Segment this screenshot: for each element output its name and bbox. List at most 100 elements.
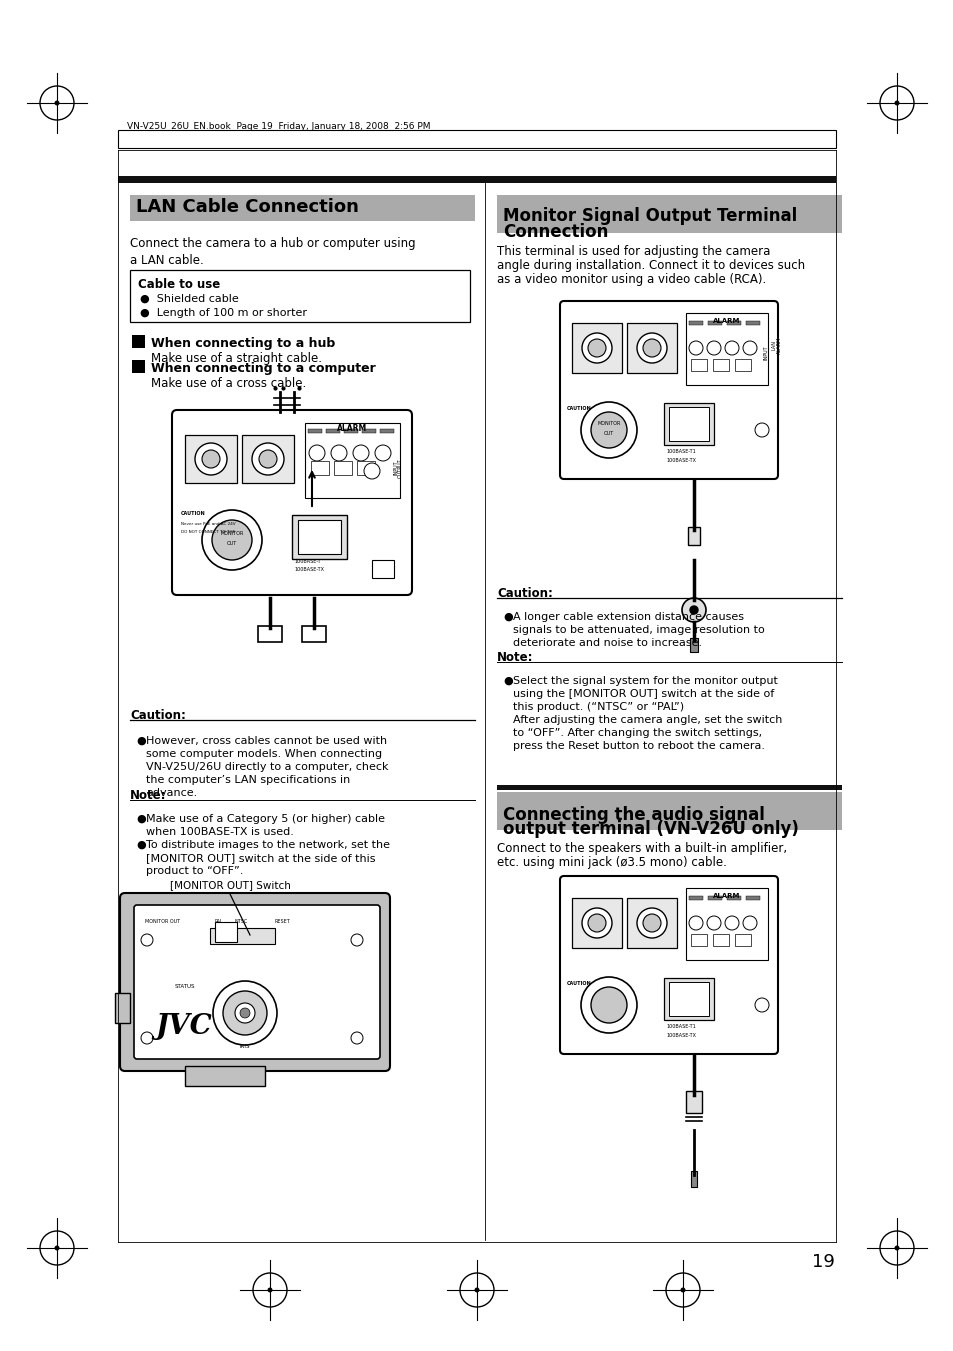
Bar xyxy=(334,461,352,476)
Bar xyxy=(572,898,621,948)
Text: product to “OFF”.: product to “OFF”. xyxy=(146,866,243,875)
Bar xyxy=(356,461,375,476)
Circle shape xyxy=(688,340,702,355)
Bar xyxy=(257,626,282,642)
Bar xyxy=(297,520,340,554)
Circle shape xyxy=(194,443,227,476)
Text: press the Reset button to reboot the camera.: press the Reset button to reboot the cam… xyxy=(513,740,764,751)
Text: Note:: Note: xyxy=(130,789,167,802)
Text: etc. using mini jack (ø3.5 mono) cable.: etc. using mini jack (ø3.5 mono) cable. xyxy=(497,857,726,869)
FancyBboxPatch shape xyxy=(172,409,412,594)
Text: Select the signal system for the monitor output: Select the signal system for the monitor… xyxy=(513,676,777,686)
Circle shape xyxy=(240,1008,250,1019)
Circle shape xyxy=(223,992,267,1035)
Bar xyxy=(130,270,470,322)
Text: ●  Shielded cable: ● Shielded cable xyxy=(140,295,238,304)
Circle shape xyxy=(754,423,768,436)
Bar xyxy=(302,626,326,642)
Text: Connecting the audio signal: Connecting the audio signal xyxy=(502,807,764,824)
Text: NTSC: NTSC xyxy=(234,919,248,924)
Bar xyxy=(689,638,698,653)
Bar xyxy=(185,435,236,484)
Text: advance.: advance. xyxy=(146,788,197,798)
Bar xyxy=(745,896,760,900)
Bar xyxy=(712,359,728,372)
Text: A longer cable extension distance causes: A longer cable extension distance causes xyxy=(513,612,743,621)
Circle shape xyxy=(202,509,262,570)
Circle shape xyxy=(590,412,626,449)
Bar xyxy=(308,430,322,434)
Text: ●: ● xyxy=(136,815,146,824)
Text: MONITOR OUT: MONITOR OUT xyxy=(145,919,180,924)
Text: ●: ● xyxy=(502,612,512,621)
Text: Make use of a Category 5 (or higher) cable: Make use of a Category 5 (or higher) cab… xyxy=(146,815,385,824)
Text: ●: ● xyxy=(136,736,146,746)
Text: INPUT: INPUT xyxy=(394,461,398,476)
Text: When connecting to a computer: When connecting to a computer xyxy=(151,362,375,376)
Text: Connect the camera to a hub or computer using
a LAN cable.: Connect the camera to a hub or computer … xyxy=(130,236,416,267)
Bar xyxy=(115,993,130,1023)
Bar xyxy=(668,407,708,440)
Bar xyxy=(690,359,706,372)
Text: to “OFF”. After changing the switch settings,: to “OFF”. After changing the switch sett… xyxy=(513,728,761,738)
Bar xyxy=(745,322,760,326)
Bar xyxy=(685,1092,701,1113)
Circle shape xyxy=(688,916,702,929)
Bar xyxy=(118,176,835,182)
FancyBboxPatch shape xyxy=(120,893,390,1071)
Circle shape xyxy=(581,332,612,363)
Text: ●: ● xyxy=(502,676,512,686)
Bar xyxy=(726,322,740,326)
Text: LAN: LAN xyxy=(771,340,776,350)
Bar xyxy=(372,561,394,578)
Text: INPUT: INPUT xyxy=(763,346,768,361)
Text: Note:: Note: xyxy=(497,651,533,663)
Text: STATUS: STATUS xyxy=(174,984,195,989)
Text: RESET: RESET xyxy=(274,919,291,924)
Bar xyxy=(668,982,708,1016)
Text: Monitor Signal Output Terminal: Monitor Signal Output Terminal xyxy=(502,207,797,226)
Bar xyxy=(690,1171,697,1188)
Bar xyxy=(497,785,841,790)
Text: OUTPUT: OUTPUT xyxy=(397,458,402,478)
Bar xyxy=(210,928,274,944)
Text: angle during installation. Connect it to devices such: angle during installation. Connect it to… xyxy=(497,259,804,272)
Text: When connecting to a hub: When connecting to a hub xyxy=(151,336,335,350)
Circle shape xyxy=(706,916,720,929)
Text: To distribute images to the network, set the: To distribute images to the network, set… xyxy=(146,840,390,850)
Text: 100BASE-TX: 100BASE-TX xyxy=(665,1034,696,1038)
Text: MONITOR: MONITOR xyxy=(220,531,243,536)
Bar xyxy=(688,896,702,900)
Circle shape xyxy=(331,444,347,461)
Circle shape xyxy=(351,934,363,946)
Text: the computer’s LAN specifications in: the computer’s LAN specifications in xyxy=(146,775,350,785)
Circle shape xyxy=(724,916,739,929)
Circle shape xyxy=(894,100,899,105)
Bar xyxy=(626,323,677,373)
Circle shape xyxy=(353,444,369,461)
Text: VN-V25U/26U directly to a computer, check: VN-V25U/26U directly to a computer, chec… xyxy=(146,762,388,771)
Circle shape xyxy=(642,339,660,357)
Text: CAUTION: CAUTION xyxy=(566,407,591,411)
Text: Make use of a cross cable.: Make use of a cross cable. xyxy=(151,377,306,390)
Bar xyxy=(726,896,740,900)
Text: output terminal (VN-V26U only): output terminal (VN-V26U only) xyxy=(502,820,798,838)
Text: Make use of a straight cable.: Make use of a straight cable. xyxy=(151,353,322,365)
Circle shape xyxy=(689,607,698,613)
Text: Connect to the speakers with a built-in amplifier,: Connect to the speakers with a built-in … xyxy=(497,842,786,855)
Circle shape xyxy=(252,443,284,476)
Circle shape xyxy=(742,340,757,355)
Bar xyxy=(734,934,750,946)
Text: some computer models. When connecting: some computer models. When connecting xyxy=(146,748,382,759)
Text: this product. (“NTSC” or “PAL”): this product. (“NTSC” or “PAL”) xyxy=(513,703,683,712)
Bar xyxy=(242,435,294,484)
Circle shape xyxy=(309,444,325,461)
Circle shape xyxy=(587,915,605,932)
Text: PAL: PAL xyxy=(214,919,224,924)
Circle shape xyxy=(474,1288,479,1293)
Circle shape xyxy=(581,908,612,938)
Text: This terminal is used for adjusting the camera: This terminal is used for adjusting the … xyxy=(497,245,770,258)
Circle shape xyxy=(754,998,768,1012)
Bar xyxy=(344,430,357,434)
Text: After adjusting the camera angle, set the switch: After adjusting the camera angle, set th… xyxy=(513,715,781,725)
